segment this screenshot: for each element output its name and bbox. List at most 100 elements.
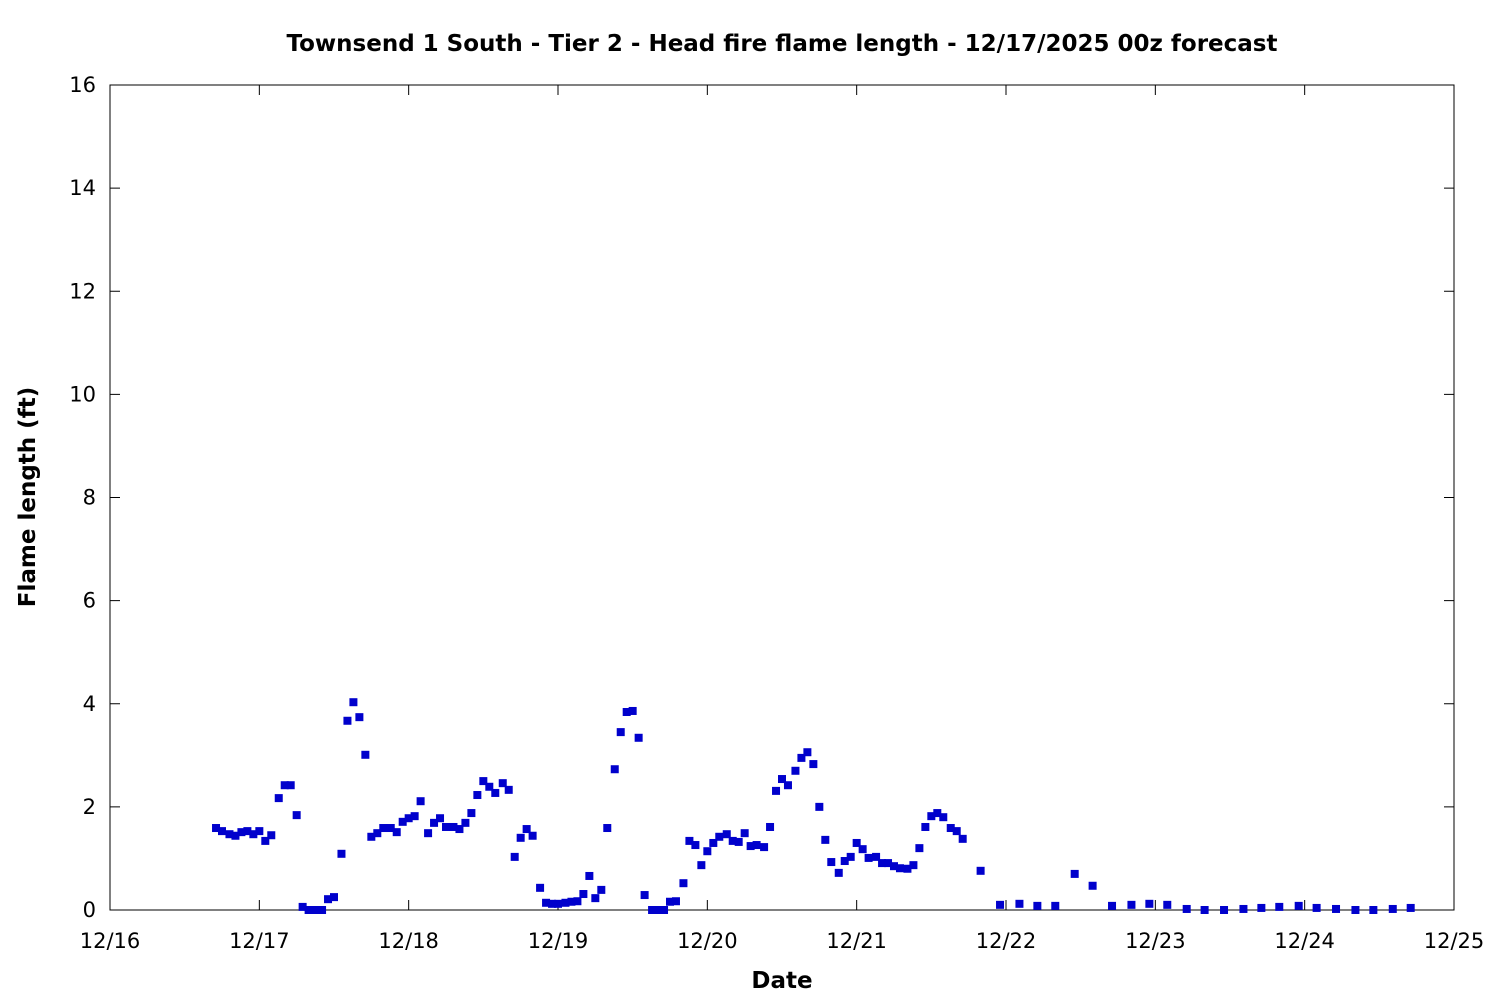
point xyxy=(379,824,388,833)
y-tick-label: 12 xyxy=(69,279,96,303)
point xyxy=(225,830,234,839)
point xyxy=(491,788,500,797)
point xyxy=(386,824,395,833)
point xyxy=(958,834,967,843)
chart-title: Townsend 1 South - Tier 2 - Head fire fl… xyxy=(286,31,1277,57)
point xyxy=(1127,900,1136,909)
point xyxy=(591,894,600,903)
point xyxy=(367,832,376,841)
point xyxy=(567,897,576,906)
point xyxy=(573,897,582,906)
point xyxy=(330,893,338,902)
y-tick-label: 6 xyxy=(83,589,96,613)
point xyxy=(522,825,531,834)
point xyxy=(1239,904,1248,913)
point xyxy=(542,898,551,907)
x-tick-label: 12/24 xyxy=(1274,929,1335,953)
point xyxy=(728,836,737,845)
point xyxy=(840,857,849,866)
point xyxy=(455,825,464,834)
point xyxy=(430,818,439,827)
point xyxy=(231,831,240,840)
x-tick-label: 12/18 xyxy=(378,929,439,953)
point xyxy=(343,716,352,725)
point xyxy=(697,861,706,870)
point xyxy=(516,833,525,842)
point xyxy=(355,713,364,722)
point xyxy=(691,841,700,850)
point xyxy=(398,817,407,826)
point xyxy=(442,822,450,831)
point xyxy=(485,782,494,791)
point xyxy=(579,890,588,899)
point xyxy=(884,859,893,868)
x-tick-label: 12/20 xyxy=(677,929,738,953)
x-tick-label: 12/25 xyxy=(1424,929,1485,953)
point xyxy=(791,766,800,775)
x-tick-label: 12/23 xyxy=(1125,929,1186,953)
point xyxy=(218,827,226,836)
point xyxy=(939,813,948,822)
point xyxy=(324,895,333,904)
x-tick-label: 12/16 xyxy=(80,929,141,953)
y-tick-label: 14 xyxy=(69,176,96,200)
point xyxy=(933,809,942,818)
point xyxy=(298,902,307,911)
point xyxy=(1294,901,1303,910)
point xyxy=(666,897,674,906)
point xyxy=(834,868,843,877)
point xyxy=(255,827,264,836)
point xyxy=(510,852,519,861)
point xyxy=(404,814,413,823)
point xyxy=(746,842,755,851)
point xyxy=(772,786,781,795)
x-axis-label: Date xyxy=(751,968,812,994)
x-tick-label: 12/21 xyxy=(826,929,887,953)
point xyxy=(449,822,458,831)
point xyxy=(337,849,346,858)
point xyxy=(903,864,912,873)
point xyxy=(286,781,295,790)
point xyxy=(267,831,276,840)
point xyxy=(616,728,625,737)
point xyxy=(846,852,855,861)
point xyxy=(628,706,637,715)
point xyxy=(872,852,881,861)
point xyxy=(292,811,301,820)
y-tick-label: 2 xyxy=(83,795,96,819)
point xyxy=(548,899,557,908)
point xyxy=(766,822,775,831)
point xyxy=(864,853,873,862)
point xyxy=(909,861,918,870)
point xyxy=(1275,902,1284,911)
point xyxy=(467,809,476,818)
point xyxy=(685,836,694,845)
point xyxy=(878,859,887,868)
point xyxy=(212,824,221,833)
point xyxy=(561,898,570,907)
y-tick-label: 0 xyxy=(83,898,96,922)
point xyxy=(610,765,619,774)
point xyxy=(976,866,985,875)
y-tick-label: 4 xyxy=(83,692,96,716)
point xyxy=(671,897,680,906)
point xyxy=(890,862,898,871)
point xyxy=(473,791,482,800)
y-axis-label: Flame length (ft) xyxy=(15,387,41,607)
point xyxy=(648,906,657,914)
point xyxy=(640,891,649,900)
point xyxy=(921,822,930,831)
point xyxy=(1070,869,1079,878)
point xyxy=(461,818,470,827)
point xyxy=(479,777,488,786)
point xyxy=(1088,881,1097,890)
point xyxy=(1257,903,1266,912)
point xyxy=(274,794,283,803)
point xyxy=(597,885,606,894)
point xyxy=(416,797,425,806)
point xyxy=(740,829,749,838)
point xyxy=(752,841,761,850)
point xyxy=(436,814,445,823)
point xyxy=(585,871,594,880)
point xyxy=(803,748,812,757)
